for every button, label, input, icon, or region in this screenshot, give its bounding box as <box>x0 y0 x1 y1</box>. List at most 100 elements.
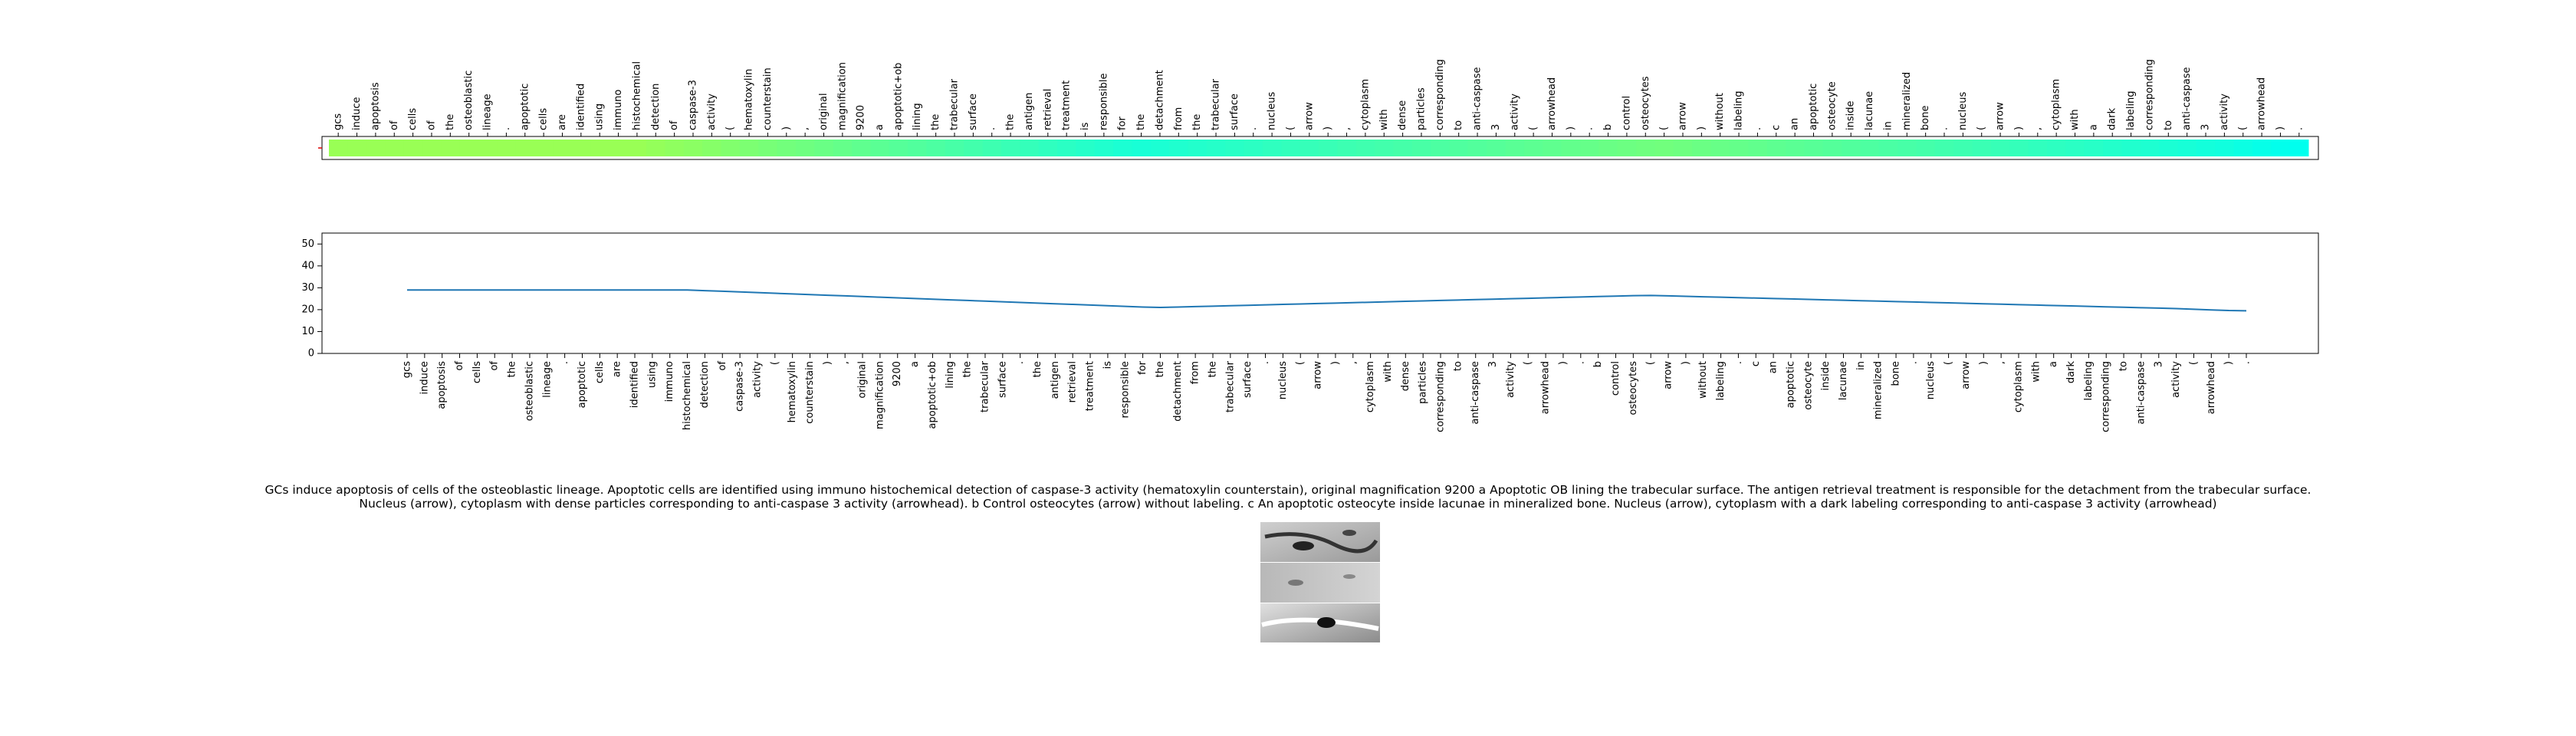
figure-image <box>1260 522 1380 642</box>
plot-frame <box>321 232 2319 354</box>
heatmap-token-label: trabecular <box>1211 78 1222 130</box>
heatmap-token-label: caspase-3 <box>687 80 698 130</box>
heatmap-token-label: from <box>1173 107 1184 130</box>
heatmap-token-label: cytoplasm <box>2051 79 2062 130</box>
x-tick-label: ) <box>2223 361 2235 365</box>
x-tick-label: osteoblastic <box>524 361 535 421</box>
x-tick-label: are <box>612 361 623 377</box>
heatmap-token-label: lacunae <box>1864 91 1875 130</box>
heatmap-token-label: the <box>930 114 941 130</box>
x-tick-label: lining <box>945 361 956 389</box>
heatmap-token-label: are <box>557 114 568 130</box>
heatmap-token-label: with <box>2069 109 2081 130</box>
heatmap-cell <box>1842 140 1861 156</box>
heatmap-token-label: . <box>1939 127 1950 130</box>
heatmap-cell <box>870 140 890 156</box>
heatmap-token-label: to <box>1453 120 1464 130</box>
x-tick-label: . <box>2241 361 2252 364</box>
heatmap-token-label: induce <box>351 97 363 131</box>
heatmap-cell <box>1319 140 1338 156</box>
heatmap-cell <box>1916 140 1936 156</box>
data-line <box>407 289 2247 312</box>
x-tick-label: treatment <box>1085 361 1096 411</box>
heatmap-token-label: anti-caspase <box>2181 67 2193 130</box>
x-tick-label: from <box>1190 361 1201 384</box>
heatmap-token-label: corresponding <box>1434 59 1446 130</box>
x-tick-label: ( <box>1645 361 1657 365</box>
heatmap-cell <box>1206 140 1226 156</box>
heatmap-token-label: corresponding <box>2144 59 2155 130</box>
x-tick-label: a <box>2048 361 2059 367</box>
heatmap-cell <box>385 140 404 156</box>
heatmap-cell <box>2289 140 2309 156</box>
x-tick-label: antigen <box>1050 361 1061 399</box>
x-tick-label: without <box>1697 361 1709 399</box>
heatmap-token-label: . <box>2293 127 2305 130</box>
heatmap-token-label: is <box>1079 122 1091 130</box>
heatmap-token-label: 3 <box>2200 124 2212 130</box>
x-tick-label: with <box>1382 361 1394 383</box>
x-tick-label: using <box>646 361 658 388</box>
heatmap-token-label: trabecular <box>949 78 961 130</box>
heatmap-cell <box>964 140 984 156</box>
heatmap-cell <box>852 140 871 156</box>
x-tick-label: detection <box>699 361 711 408</box>
x-tick-label: ( <box>1943 361 1954 365</box>
heatmap-cell <box>1281 140 1301 156</box>
heatmap-cell <box>1020 140 1040 156</box>
heatmap-cell <box>1393 140 1413 156</box>
heatmap-cell <box>926 140 946 156</box>
x-tick-label: arrow <box>1960 361 1972 389</box>
x-tick-label: responsible <box>1119 361 1131 419</box>
heatmap-token-label: . <box>1247 127 1259 130</box>
heatmap-token-label: the <box>1191 114 1203 130</box>
heatmap-token-label: hematoxylin <box>744 69 755 130</box>
heatmap-token-label: ) <box>1565 127 1576 130</box>
heatmap-token-label: ( <box>1285 127 1296 130</box>
x-tick-label: nucleus <box>1277 361 1289 399</box>
x-tick-label: apoptotic <box>1785 361 1796 408</box>
heatmap-cell <box>1225 140 1245 156</box>
y-tick-label: 0 <box>308 348 314 360</box>
x-tick-label: surface <box>1242 361 1254 398</box>
heatmap-cell <box>795 140 815 156</box>
x-tick-label: . <box>1260 361 1271 364</box>
x-tick-label: ( <box>2188 361 2200 365</box>
x-tick-label: anti-caspase <box>1470 361 1481 424</box>
heatmap-token-label: responsible <box>1098 73 1109 130</box>
heatmap-token-label: the <box>1135 114 1147 130</box>
x-tick-label: labeling <box>2083 361 2095 401</box>
heatmap-token-label: of <box>669 120 680 130</box>
x-tick-label: identified <box>629 361 641 408</box>
heatmap-cell <box>777 140 797 156</box>
x-tick-label: the <box>962 361 974 377</box>
x-tick-label: b <box>1592 361 1604 367</box>
heatmap-token-label: to <box>2163 120 2174 130</box>
x-tick-label: gcs <box>402 361 413 378</box>
heatmap-token-label: detection <box>650 84 662 130</box>
heatmap-token-label: labeling <box>1733 90 1745 130</box>
heatmap-token-label: nucleus <box>1267 92 1278 130</box>
heatmap-token-label: nucleus <box>1957 92 1969 130</box>
heatmap-cell <box>2196 140 2216 156</box>
heatmap-cell <box>1654 140 1674 156</box>
x-tick-label: apoptosis <box>436 361 448 409</box>
x-tick-label: cytoplasm <box>1365 361 1376 412</box>
x-tick-label: the <box>507 361 518 377</box>
heatmap-cell <box>1487 140 1506 156</box>
x-tick-label: in <box>1855 361 1867 370</box>
heatmap-token-label: particles <box>1415 87 1427 130</box>
heatmap-token-label: dark <box>2107 107 2118 130</box>
heatmap-cell <box>1244 140 1263 156</box>
x-tick-label: control <box>1610 361 1622 396</box>
x-tick-label: arrow <box>1313 361 1324 389</box>
x-tick-label: cells <box>594 361 606 383</box>
x-tick-label: osteocytes <box>1628 361 1639 416</box>
x-tick-label: trabecular <box>1224 360 1236 412</box>
heatmap-cell <box>1543 140 1562 156</box>
x-tick-label: . <box>1575 361 1586 364</box>
x-tick-label: anti-caspase <box>2135 361 2147 424</box>
x-tick-label: original <box>857 361 869 399</box>
y-tick-label: 30 <box>301 282 314 294</box>
heatmap-cell <box>2046 140 2066 156</box>
